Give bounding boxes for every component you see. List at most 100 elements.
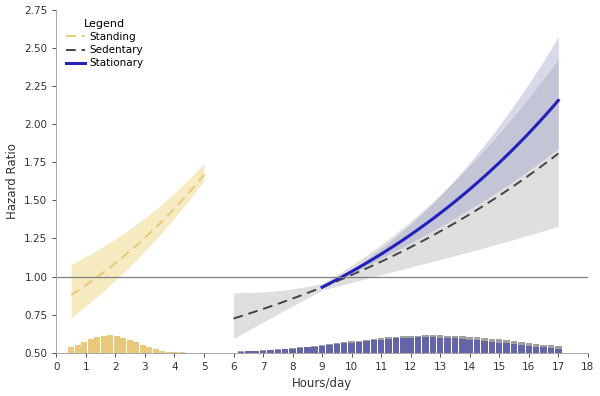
Bar	[334, 344, 340, 353]
Bar	[518, 345, 524, 353]
Bar	[282, 348, 289, 353]
Bar	[275, 349, 281, 353]
Bar	[356, 341, 362, 353]
Bar	[474, 337, 481, 353]
Bar	[311, 346, 318, 353]
Bar	[385, 339, 392, 353]
Bar	[260, 350, 266, 353]
Bar	[245, 351, 251, 353]
Bar	[511, 344, 517, 353]
Bar	[304, 347, 311, 353]
Bar	[120, 337, 126, 353]
Bar	[452, 339, 458, 353]
Bar	[88, 339, 94, 353]
Bar	[392, 339, 399, 353]
Bar	[260, 351, 266, 353]
Bar	[407, 338, 414, 353]
Bar	[503, 343, 510, 353]
Bar	[356, 342, 362, 353]
Bar	[297, 348, 303, 353]
Bar	[166, 352, 172, 353]
Bar	[334, 343, 340, 353]
Bar	[267, 350, 274, 353]
Bar	[445, 338, 451, 353]
Bar	[430, 337, 436, 353]
Bar	[496, 343, 502, 353]
Bar	[385, 337, 392, 353]
Bar	[363, 340, 370, 353]
Bar	[349, 343, 355, 353]
Bar	[267, 350, 274, 353]
Bar	[526, 343, 532, 353]
Bar	[282, 349, 289, 353]
Bar	[81, 342, 87, 353]
Bar	[392, 337, 399, 353]
Bar	[341, 342, 347, 353]
Bar	[140, 345, 146, 353]
Bar	[445, 335, 451, 353]
Bar	[146, 347, 152, 353]
Bar	[459, 336, 466, 353]
Bar	[437, 338, 443, 353]
Bar	[107, 335, 113, 353]
Bar	[289, 348, 296, 353]
Bar	[548, 348, 554, 353]
Bar	[533, 346, 539, 353]
Bar	[152, 349, 158, 353]
Bar	[415, 337, 421, 353]
Bar	[74, 345, 80, 353]
Bar	[511, 341, 517, 353]
Bar	[422, 335, 428, 353]
Bar	[371, 339, 377, 353]
Bar	[319, 345, 325, 353]
Bar	[496, 339, 502, 353]
Bar	[311, 346, 318, 353]
Bar	[481, 341, 488, 353]
Bar	[326, 344, 333, 353]
X-axis label: Hours/day: Hours/day	[292, 377, 352, 390]
Bar	[430, 335, 436, 353]
Bar	[422, 337, 428, 353]
Bar	[349, 341, 355, 353]
Bar	[481, 338, 488, 353]
Bar	[400, 336, 407, 353]
Bar	[245, 351, 251, 353]
Bar	[540, 345, 547, 353]
Bar	[275, 350, 281, 353]
Bar	[555, 349, 562, 353]
Bar	[289, 349, 296, 353]
Bar	[415, 335, 421, 353]
Bar	[378, 339, 385, 353]
Bar	[363, 341, 370, 353]
Bar	[533, 344, 539, 353]
Bar	[466, 337, 473, 353]
Bar	[548, 345, 554, 353]
Bar	[459, 339, 466, 353]
Bar	[518, 342, 524, 353]
Bar	[378, 338, 385, 353]
Bar	[127, 340, 133, 353]
Bar	[540, 347, 547, 353]
Bar	[159, 350, 165, 353]
Bar	[238, 352, 244, 353]
Bar	[94, 337, 100, 353]
Bar	[341, 343, 347, 353]
Legend: Standing, Sedentary, Stationary: Standing, Sedentary, Stationary	[62, 15, 148, 72]
Bar	[371, 340, 377, 353]
Bar	[488, 342, 495, 353]
Bar	[437, 335, 443, 353]
Bar	[407, 336, 414, 353]
Bar	[326, 345, 333, 353]
Bar	[488, 339, 495, 353]
Y-axis label: Hazard Ratio: Hazard Ratio	[5, 143, 19, 219]
Bar	[101, 336, 107, 353]
Bar	[238, 351, 244, 353]
Bar	[113, 336, 119, 353]
Bar	[526, 346, 532, 353]
Bar	[452, 336, 458, 353]
Bar	[68, 347, 74, 353]
Bar	[297, 347, 303, 353]
Bar	[304, 346, 311, 353]
Bar	[253, 350, 259, 353]
Bar	[253, 351, 259, 353]
